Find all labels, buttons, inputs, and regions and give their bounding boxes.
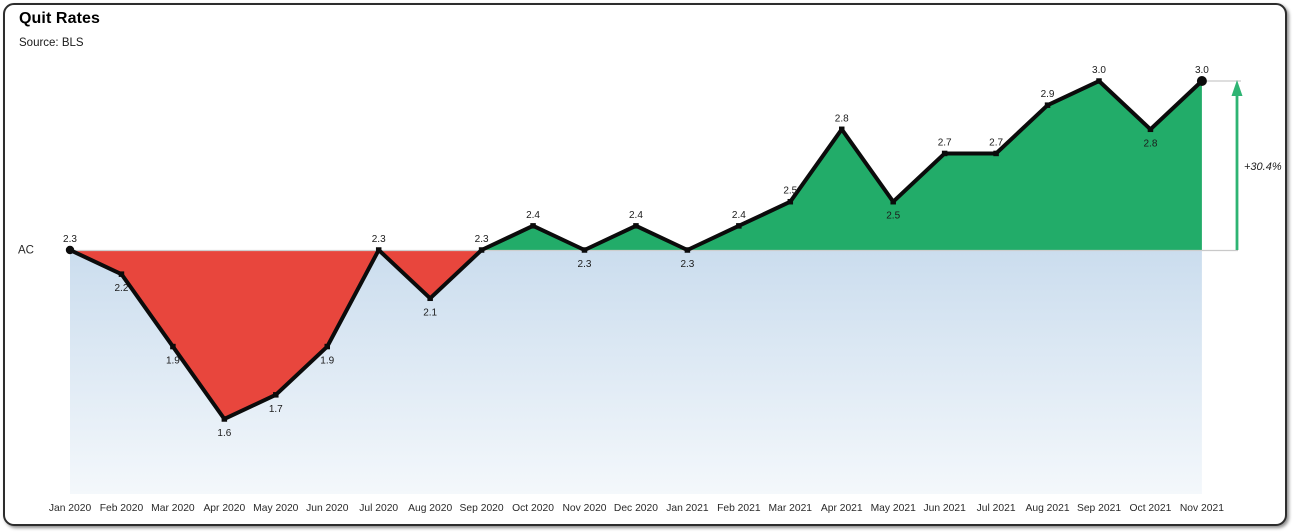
chart-source: Source: BLS xyxy=(19,37,84,49)
chart-card xyxy=(3,3,1287,526)
chart-title: Quit Rates xyxy=(19,10,101,27)
